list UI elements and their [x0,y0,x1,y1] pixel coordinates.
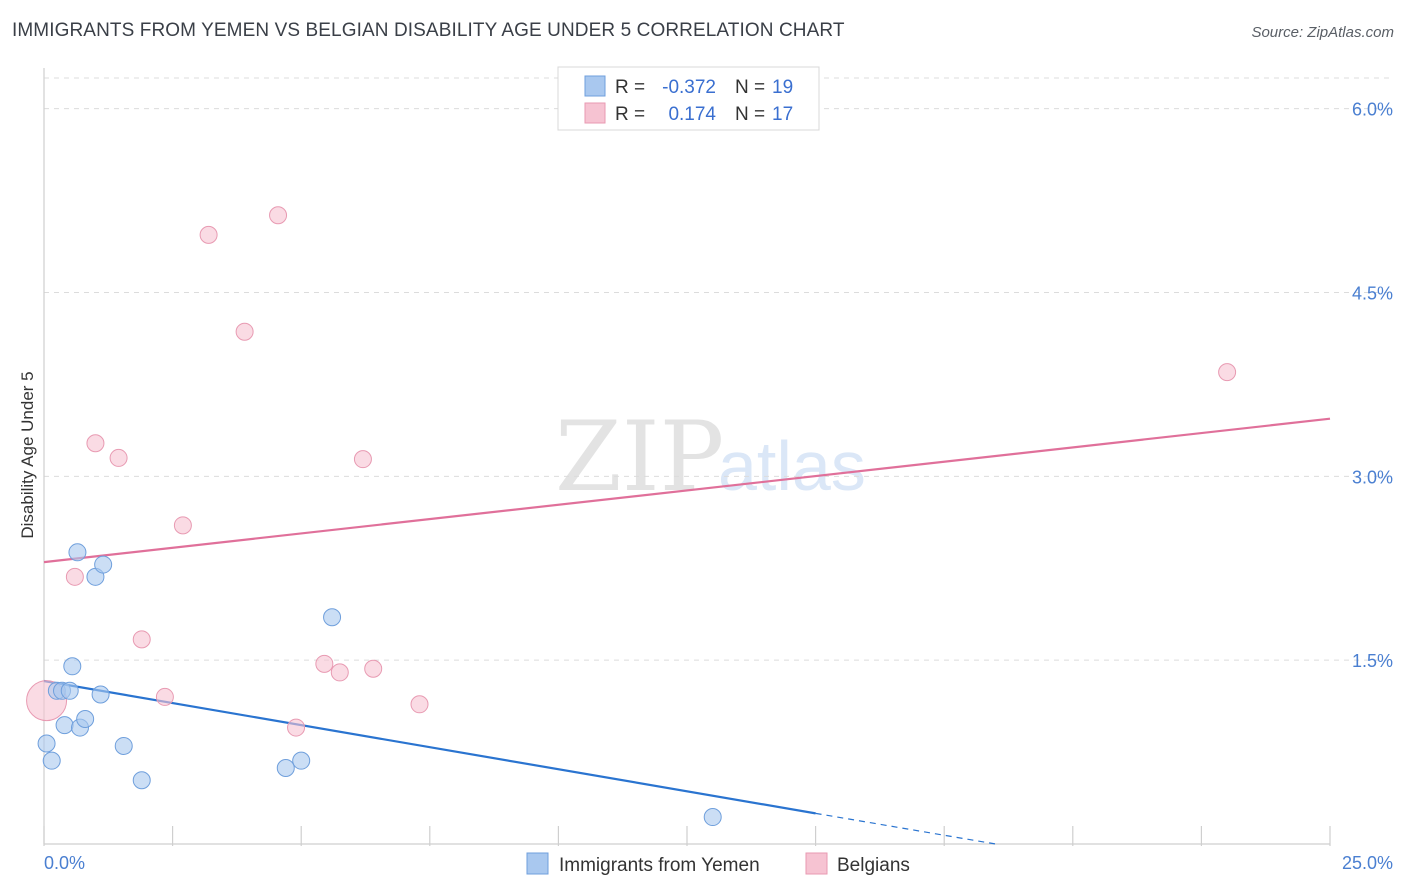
data-point-yemen [60,681,79,700]
data-point-yemen [292,751,311,770]
x-tick-label-min: 0.0% [44,853,85,873]
data-point-yemen [132,771,151,790]
data-point-yemen [703,808,722,827]
watermark-zip: ZIP [555,401,724,513]
data-point-belgians [269,206,288,225]
y-tick-label: 3.0% [1352,467,1393,487]
legend-r-label: R = [615,104,645,125]
data-point-belgians [109,448,128,467]
x-tick-label-max: 25.0% [1342,853,1393,873]
y-tick-label: 1.5% [1352,651,1393,671]
data-point-yemen [68,543,87,562]
y-tick-labels: 1.5% 3.0% 4.5% 6.0% [1352,100,1393,672]
bottom-legend-label-belgians: Belgians [837,855,910,876]
y-tick-label: 6.0% [1352,100,1393,120]
trend-lines [43,417,1331,845]
legend-swatch-belgians [584,102,606,124]
data-point-belgians [65,567,84,586]
data-point-belgians [199,225,218,244]
data-point-yemen [276,759,295,778]
trend-extension-blue [815,812,996,845]
data-point-belgians [353,450,372,469]
data-point-yemen [55,716,74,735]
data-point-belgians [1218,363,1237,382]
bottom-legend-swatch-belgians [805,852,828,875]
legend-n-label: N = [735,77,765,98]
data-point-belgians [173,516,192,535]
data-point-belgians [364,659,383,678]
trend-line-pink [43,417,1331,564]
chart-title: IMMIGRANTS FROM YEMEN VS BELGIAN DISABIL… [12,20,845,41]
trend-line-blue [43,679,816,815]
data-point-yemen [114,736,133,755]
source-label: Source: ZipAtlas.com [1251,24,1394,41]
data-point-yemen [63,657,82,676]
data-point-belgians [315,654,334,673]
data-point-belgians [132,630,151,649]
data-point-belgians [410,695,429,714]
data-point-yemen [94,555,113,574]
bottom-legend-swatch-yemen [526,852,549,875]
bottom-legend-label-yemen: Immigrants from Yemen [559,855,760,876]
data-point-belgians [287,718,306,737]
data-point-belgians [155,687,174,706]
data-point-yemen [42,751,61,770]
series-legend: Immigrants from Yemen Belgians [526,852,910,876]
gridlines [44,77,1393,661]
legend-n-value: 17 [772,104,793,125]
legend-r-value: 0.174 [668,104,716,125]
data-point-belgians [86,434,105,453]
legend-r-value: -0.372 [662,77,716,98]
data-point-yemen [323,608,342,627]
legend-r-label: R = [615,77,645,98]
data-point-yemen [37,734,56,753]
data-point-yemen [91,685,110,704]
correlation-legend: R = -0.372 N = 19 R = 0.174 N = 17 [557,66,820,131]
legend-n-label: N = [735,104,765,125]
watermark-atlas: atlas [718,427,866,505]
legend-n-value: 19 [772,77,793,98]
data-point-belgians [235,322,254,341]
scatter-points [26,206,1237,827]
data-point-belgians [330,663,349,682]
data-point-yemen [76,709,95,728]
y-tick-label: 4.5% [1352,283,1393,303]
legend-swatch-yemen [584,75,606,97]
y-axis-label: Disability Age Under 5 [18,371,37,538]
